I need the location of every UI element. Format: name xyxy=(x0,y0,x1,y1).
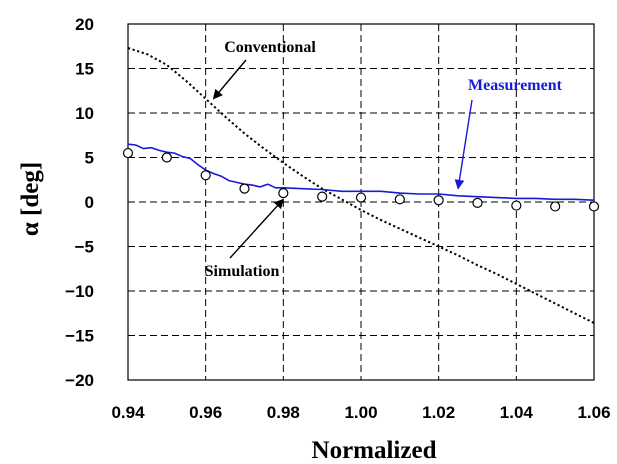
simulation-point xyxy=(200,170,211,181)
conventional-line xyxy=(127,47,595,324)
measurement-arrow xyxy=(454,99,473,190)
x-tick-label: 1.02 xyxy=(422,403,455,422)
tick-labels: 0.94 0.96 0.98 1.00 1.02 1.04 1.06 20 15 10 5 0 −5 −1… xyxy=(65,15,610,422)
x-tick-label: 1.04 xyxy=(500,403,534,422)
y-tick-label: 0 xyxy=(85,193,94,212)
annotations: Conventional Measurement Simulation xyxy=(205,39,563,280)
y-tick-label: −5 xyxy=(75,238,94,257)
y-axis-title: α [deg] xyxy=(17,162,44,236)
simulation-point xyxy=(472,197,483,208)
simulation-label: Simulation xyxy=(205,263,280,280)
x-tick-label: 1.00 xyxy=(344,403,377,422)
simulation-point xyxy=(550,201,561,212)
simulation-point xyxy=(355,192,367,203)
y-tick-label: 15 xyxy=(75,60,94,79)
conventional-label: Conventional xyxy=(224,39,316,56)
simulation-point xyxy=(588,201,600,212)
simulation-point xyxy=(511,200,522,211)
y-tick-label: 10 xyxy=(75,104,94,123)
measurement-line xyxy=(127,143,595,201)
simulation-point xyxy=(433,195,444,206)
y-tick-label: 20 xyxy=(75,15,94,34)
x-tick-label: 0.98 xyxy=(267,403,300,422)
simulation-point xyxy=(394,194,405,205)
y-tick-label: 5 xyxy=(85,149,94,168)
y-tick-label: −15 xyxy=(65,327,94,346)
simulation-point xyxy=(239,183,250,194)
x-tick-label: 0.96 xyxy=(189,403,222,422)
y-tick-label: −10 xyxy=(65,282,94,301)
conventional-arrow xyxy=(212,59,247,100)
y-tick-label: −20 xyxy=(65,371,94,390)
simulation-point xyxy=(317,191,328,202)
x-tick-label: 1.06 xyxy=(577,403,610,422)
x-axis-title: Normalized xyxy=(312,437,437,464)
simulation-point xyxy=(161,152,172,163)
simulation-arrow xyxy=(229,198,284,259)
measurement-label: Measurement xyxy=(468,77,563,94)
series-layer xyxy=(122,47,600,324)
simulation-point xyxy=(278,188,289,199)
x-tick-label: 0.94 xyxy=(111,403,145,422)
simulation-series xyxy=(122,147,600,212)
simulation-point xyxy=(122,147,134,159)
